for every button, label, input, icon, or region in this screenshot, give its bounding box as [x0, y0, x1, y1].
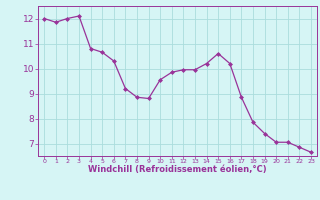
X-axis label: Windchill (Refroidissement éolien,°C): Windchill (Refroidissement éolien,°C) — [88, 165, 267, 174]
